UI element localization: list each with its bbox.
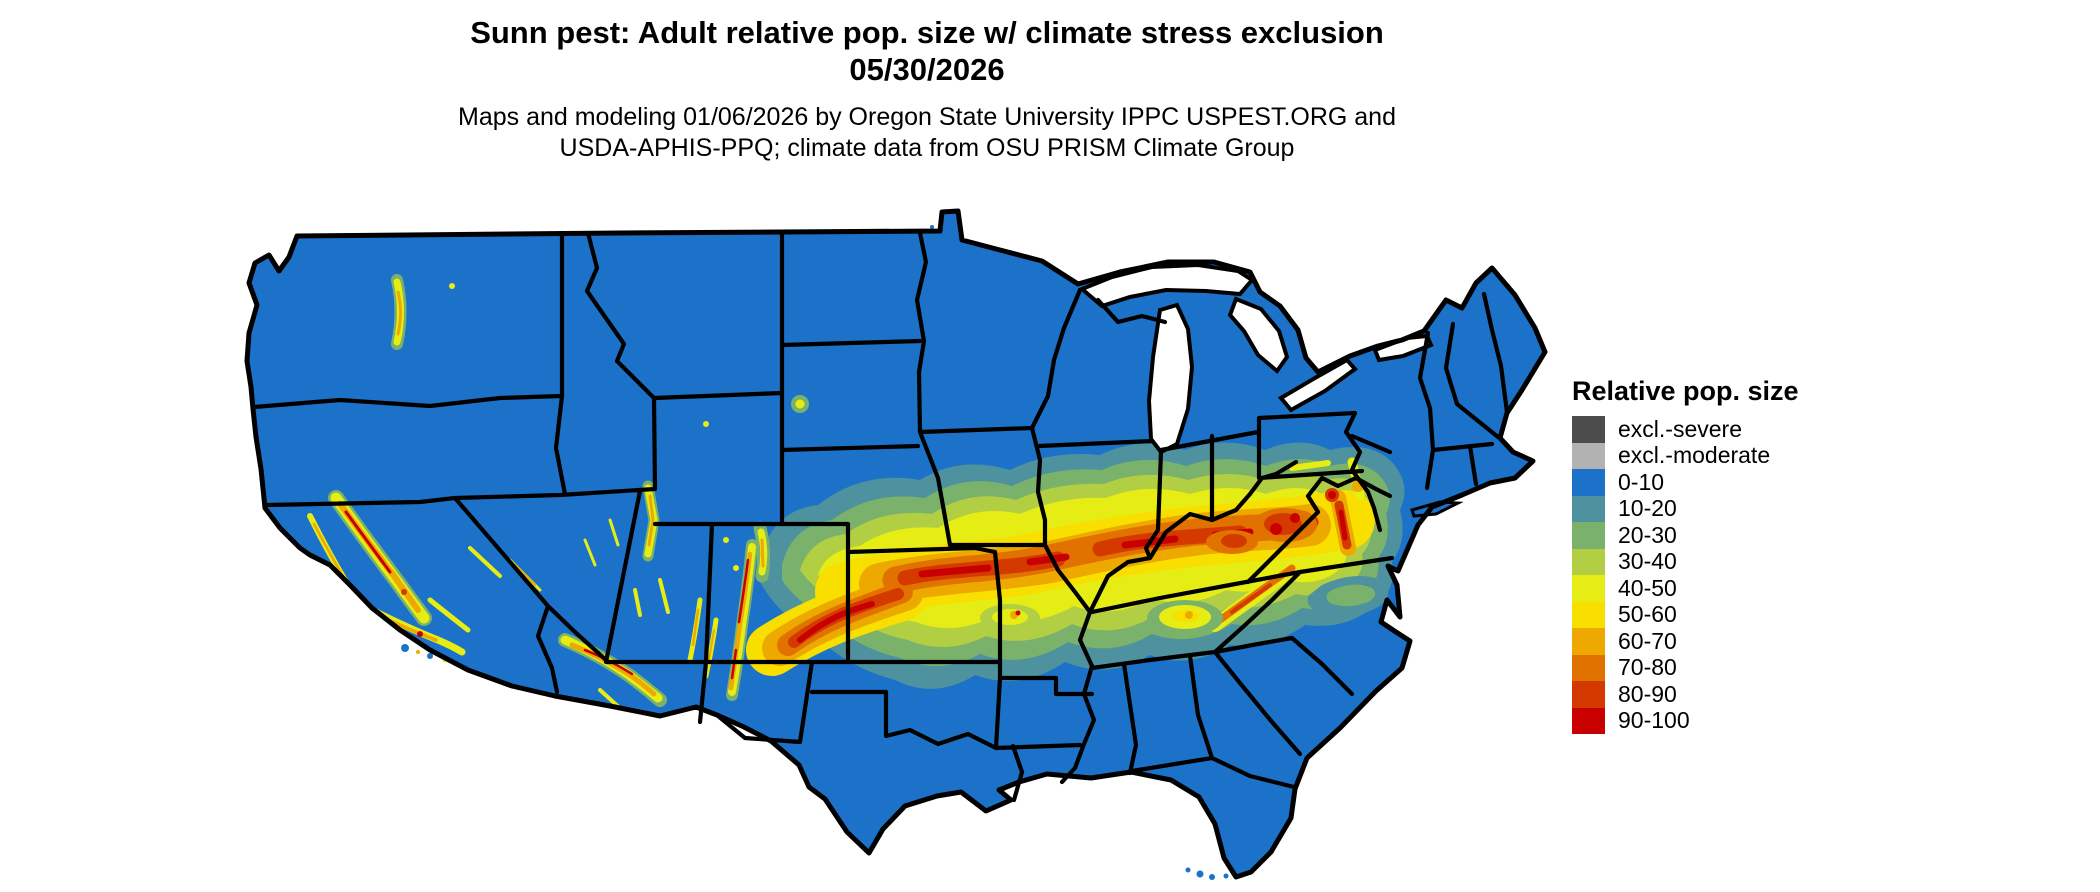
legend-item: 90-100 <box>1572 707 1872 734</box>
map-title-date: 05/30/2026 <box>849 52 1005 87</box>
legend-item: 60-70 <box>1572 628 1872 655</box>
title-block: Sunn pest: Adult relative pop. size w/ c… <box>0 14 1854 164</box>
lake-michigan <box>1146 302 1195 455</box>
legend-item: 0-10 <box>1572 469 1872 496</box>
legend-swatch <box>1572 601 1605 628</box>
legend-label: 50-60 <box>1618 601 1677 628</box>
legend-item: 40-50 <box>1572 575 1872 602</box>
legend-item: 80-90 <box>1572 681 1872 708</box>
lake-erie <box>1277 357 1358 413</box>
legend-swatch <box>1572 575 1605 602</box>
map-legend: Relative pop. size excl.-severe excl.-mo… <box>1572 376 1872 734</box>
legend-label: 90-100 <box>1618 707 1690 734</box>
subtitle-line-2: USDA-APHIS-PPQ; climate data from OSU PR… <box>559 134 1295 162</box>
legend-item: 20-30 <box>1572 522 1872 549</box>
legend-swatch <box>1572 416 1605 443</box>
legend-swatch <box>1572 628 1605 655</box>
legend-label: 80-90 <box>1618 680 1677 707</box>
legend-item: excl.-severe <box>1572 416 1872 443</box>
legend-item: 70-80 <box>1572 654 1872 681</box>
state-borders <box>251 230 1510 803</box>
legend-swatch <box>1572 442 1605 469</box>
legend-swatch <box>1572 522 1605 549</box>
map-subtitle: Maps and modeling 01/06/2026 by Oregon S… <box>0 102 1854 164</box>
legend-label: excl.-moderate <box>1618 442 1771 469</box>
legend-swatch <box>1572 654 1605 681</box>
legend-label: 20-30 <box>1618 521 1677 548</box>
legend-label: 70-80 <box>1618 654 1677 681</box>
legend-swatch <box>1572 681 1605 708</box>
legend-label: 60-70 <box>1618 627 1677 654</box>
us-outline <box>244 208 1548 880</box>
legend-label: 30-40 <box>1618 548 1677 575</box>
legend-swatch <box>1572 495 1605 522</box>
legend-swatch <box>1572 548 1605 575</box>
legend-label: 40-50 <box>1618 574 1677 601</box>
legend-item: 30-40 <box>1572 548 1872 575</box>
map-title: Sunn pest: Adult relative pop. size w/ c… <box>470 15 1384 50</box>
legend-label: 10-20 <box>1618 495 1677 522</box>
legend-title: Relative pop. size <box>1572 376 1799 406</box>
legend-label: excl.-severe <box>1618 415 1742 442</box>
legend-label: 0-10 <box>1618 468 1665 495</box>
legend-swatch <box>1572 469 1605 496</box>
legend-item: 50-60 <box>1572 601 1872 628</box>
offshore-islands <box>401 219 1464 880</box>
great-lakes <box>1078 262 1434 455</box>
legend-item: excl.-moderate <box>1572 442 1872 469</box>
subtitle-line-1: Maps and modeling 01/06/2026 by Oregon S… <box>458 103 1396 131</box>
legend-swatch <box>1572 707 1605 734</box>
legend-item: 10-20 <box>1572 495 1872 522</box>
lake-huron <box>1227 296 1290 374</box>
